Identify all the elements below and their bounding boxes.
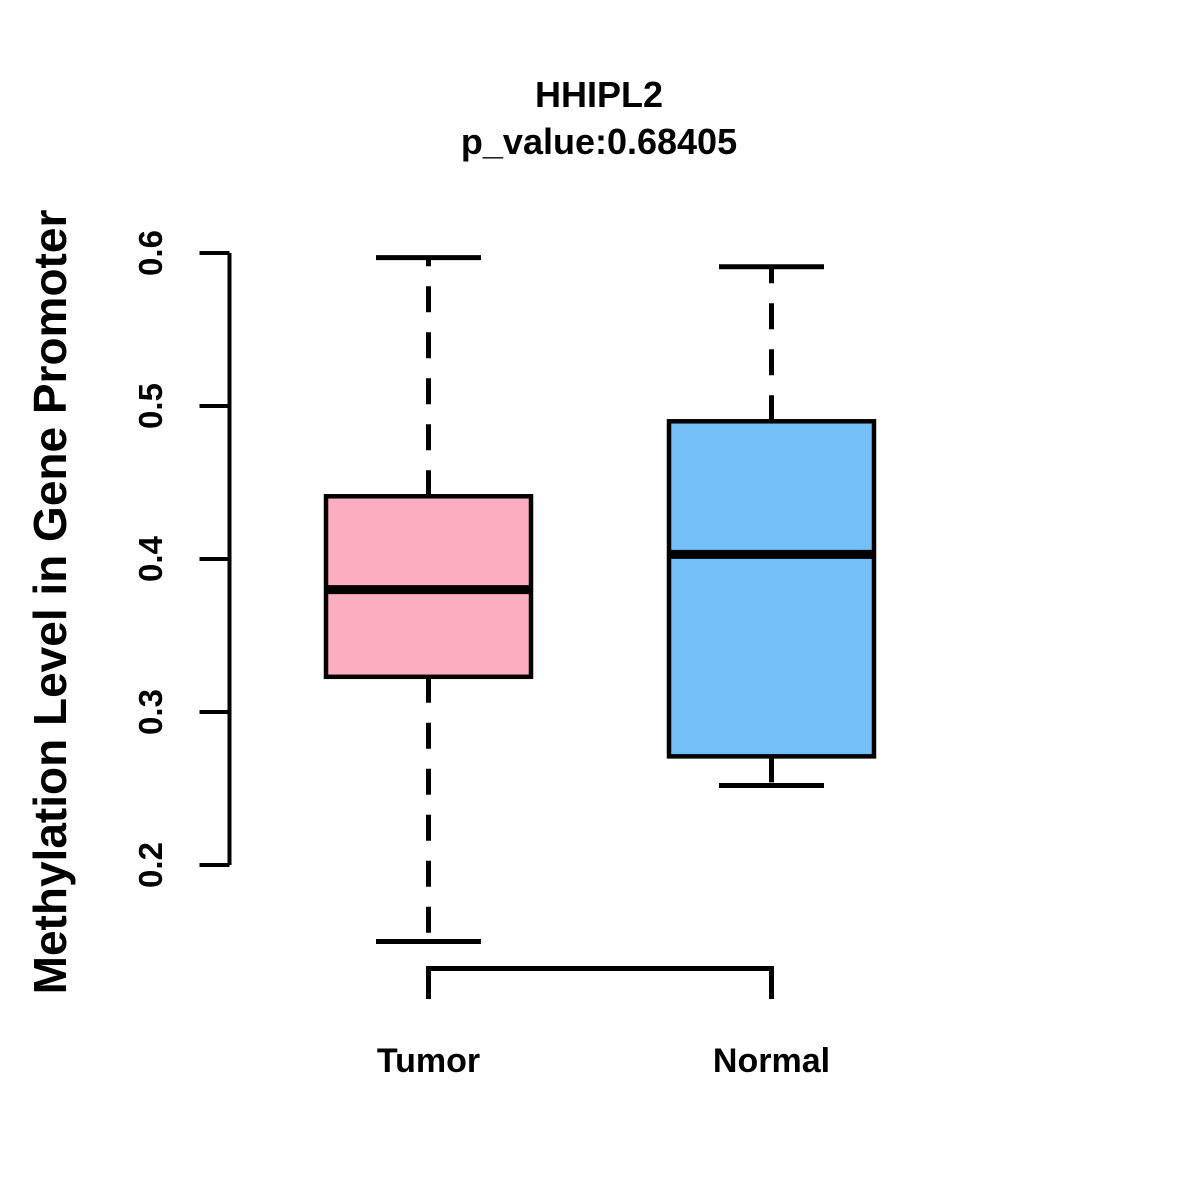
x-axis-line: [426, 966, 774, 999]
boxplots: [323, 255, 877, 944]
y-axis-label: Methylation Level in Gene Promoter: [24, 210, 76, 995]
normal-boxplot: [666, 264, 877, 788]
normal-iqr-box: [666, 419, 877, 759]
normal-category-label: Normal: [713, 1042, 830, 1080]
chart-title: HHIPL2: [535, 74, 663, 115]
y-axis: 0.2 0.3 0.4 0.5 0.6: [132, 230, 232, 888]
chart-subtitle: p_value:0.68405: [461, 121, 737, 162]
x-category-labels: Tumor Normal: [377, 1042, 830, 1080]
y-tick-label: 0.3: [132, 689, 169, 735]
y-tick-label: 0.5: [132, 383, 169, 429]
y-tick-label: 0.6: [132, 230, 169, 276]
y-tick-label: 0.2: [132, 842, 169, 888]
tumor-boxplot: [323, 255, 534, 944]
tumor-category-label: Tumor: [377, 1042, 480, 1080]
x-axis-bracket: [426, 966, 774, 999]
y-tick-label: 0.4: [132, 535, 169, 582]
